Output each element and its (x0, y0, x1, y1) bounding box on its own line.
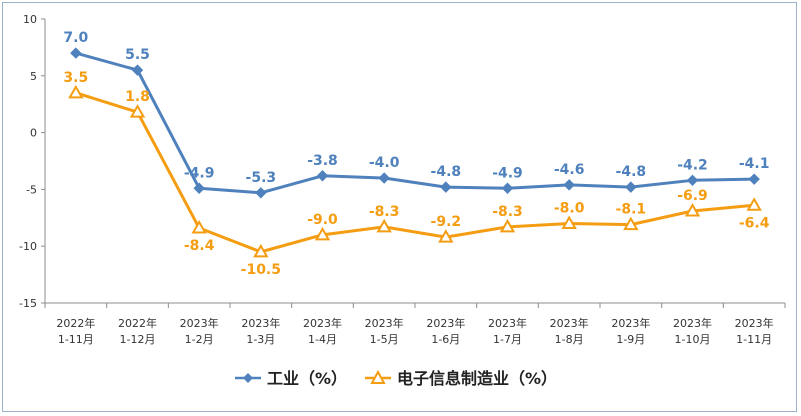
data-label: -8.0 (554, 200, 585, 216)
diamond-marker (748, 173, 760, 185)
x-tick-label-year: 2023年 (673, 316, 712, 330)
triangle-marker (499, 218, 516, 233)
data-label: -4.0 (369, 155, 400, 171)
data-label: -10.5 (241, 262, 281, 278)
data-label: 1.8 (125, 89, 150, 105)
x-tick-label-year: 2023年 (303, 316, 342, 330)
x-tick-label-year: 2023年 (180, 316, 219, 330)
x-tick-label-year: 2023年 (550, 316, 589, 330)
x-tick-label-period: 1-6月 (431, 333, 460, 346)
data-label: -4.8 (616, 164, 647, 180)
y-axis-ticks: 10 5 0 -5 -10 -15 (19, 13, 45, 310)
x-tick-label-year: 2022年 (56, 316, 95, 330)
triangle-marker (376, 218, 392, 233)
x-tick-label-year: 2023年 (241, 316, 280, 330)
x-tick-label-period: 1-8月 (555, 333, 584, 346)
triangle-marker (253, 243, 269, 258)
data-label: -9.0 (307, 212, 338, 228)
x-tick-label-period: 1-5月 (370, 333, 399, 346)
triangle-marker (561, 215, 577, 229)
x-tick-label-year: 2023年 (426, 316, 465, 330)
data-label: -8.4 (184, 238, 215, 254)
x-tick-label-period: 1-11月 (736, 333, 772, 346)
diamond-marker (440, 181, 452, 193)
data-label: -4.9 (492, 165, 523, 181)
data-label: 7.0 (63, 30, 88, 46)
legend-label-0: 工业（%） (267, 369, 347, 388)
x-tick-label-period: 1-10月 (675, 333, 711, 346)
data-label: -6.4 (739, 215, 770, 231)
triangle-marker (191, 220, 207, 234)
data-label: -4.2 (677, 157, 708, 173)
series-group (68, 47, 762, 258)
data-label: -3.8 (307, 153, 338, 169)
x-tick-label-year: 2023年 (365, 316, 404, 330)
data-label: -4.6 (554, 162, 585, 178)
x-tick-label-period: 1-12月 (120, 333, 156, 346)
data-label: -9.2 (431, 214, 462, 230)
diamond-marker (563, 179, 575, 191)
y-tick-label: 10 (23, 13, 37, 26)
x-axis-ticks: 2022年 1-11月 2022年 1-12月 2023年 1-2月 2023年 1-3月 20… (44, 303, 786, 346)
triangle-marker (684, 202, 701, 217)
data-label: -5.3 (246, 170, 277, 186)
diamond-marker (255, 187, 267, 199)
data-label: -4.8 (431, 164, 462, 180)
data-label: -6.9 (677, 188, 708, 204)
y-tick-label: -15 (19, 297, 37, 310)
data-label: -4.1 (739, 156, 770, 172)
legend-triangle-icon (370, 369, 386, 384)
x-tick-label-period: 1-3月 (246, 333, 275, 346)
x-tick-label-year: 2023年 (488, 316, 527, 330)
diamond-marker (501, 182, 514, 194)
diamond-marker (378, 172, 390, 184)
series-line-1 (75, 91, 755, 254)
diamond-marker (131, 64, 144, 76)
legend-diamond-icon (243, 373, 253, 383)
diamond-marker (316, 170, 329, 182)
x-tick-label-period: 1-11月 (58, 333, 94, 346)
x-tick-label-period: 1-2月 (185, 333, 214, 346)
diamond-marker (625, 181, 637, 193)
diamond-marker (686, 174, 699, 187)
diamond-marker (193, 182, 205, 194)
triangle-marker (129, 104, 146, 118)
legend-label-1: 电子信息制造业（%） (397, 369, 557, 388)
x-tick-label-period: 1-4月 (308, 333, 337, 346)
triangle-marker (746, 197, 762, 211)
y-tick-label: 5 (30, 70, 37, 83)
line-chart: 10 5 0 -5 -10 -15 2022年 1-11月 2022年 1-12月 2023年 1-… (19, 13, 786, 388)
series-line-0 (75, 51, 755, 195)
triangle-marker (68, 84, 84, 99)
data-label: -8.3 (369, 204, 400, 220)
legend: 工业（%） 电子信息制造业（%） (235, 369, 557, 388)
triangle-marker (314, 226, 331, 241)
data-label: -8.3 (492, 204, 523, 220)
data-label: -4.9 (184, 165, 215, 181)
y-tick-label: -5 (26, 183, 37, 196)
data-label: 5.5 (125, 47, 150, 63)
diamond-marker (70, 47, 82, 59)
x-tick-label-year: 2023年 (735, 316, 774, 330)
chart-frame: 10 5 0 -5 -10 -15 2022年 1-11月 2022年 1-12月 2023年 1-… (2, 2, 797, 412)
x-tick-label-period: 1-9月 (616, 333, 645, 346)
triangle-marker (438, 229, 454, 243)
x-tick-label-period: 1-7月 (493, 333, 522, 346)
triangle-marker (623, 216, 639, 231)
axes (44, 19, 785, 304)
y-tick-label: 0 (30, 127, 37, 140)
data-label: 3.5 (63, 70, 88, 86)
data-labels: 7.0 5.5 -4.9 -5.3 -3.8 -4.0 -4.8 -4.9 -4.6 -4.8 -4… (63, 30, 769, 278)
y-tick-label: -10 (19, 240, 37, 253)
x-tick-label-year: 2022年 (118, 316, 157, 330)
data-label: -8.1 (616, 202, 647, 218)
x-tick-label-year: 2023年 (611, 316, 650, 330)
